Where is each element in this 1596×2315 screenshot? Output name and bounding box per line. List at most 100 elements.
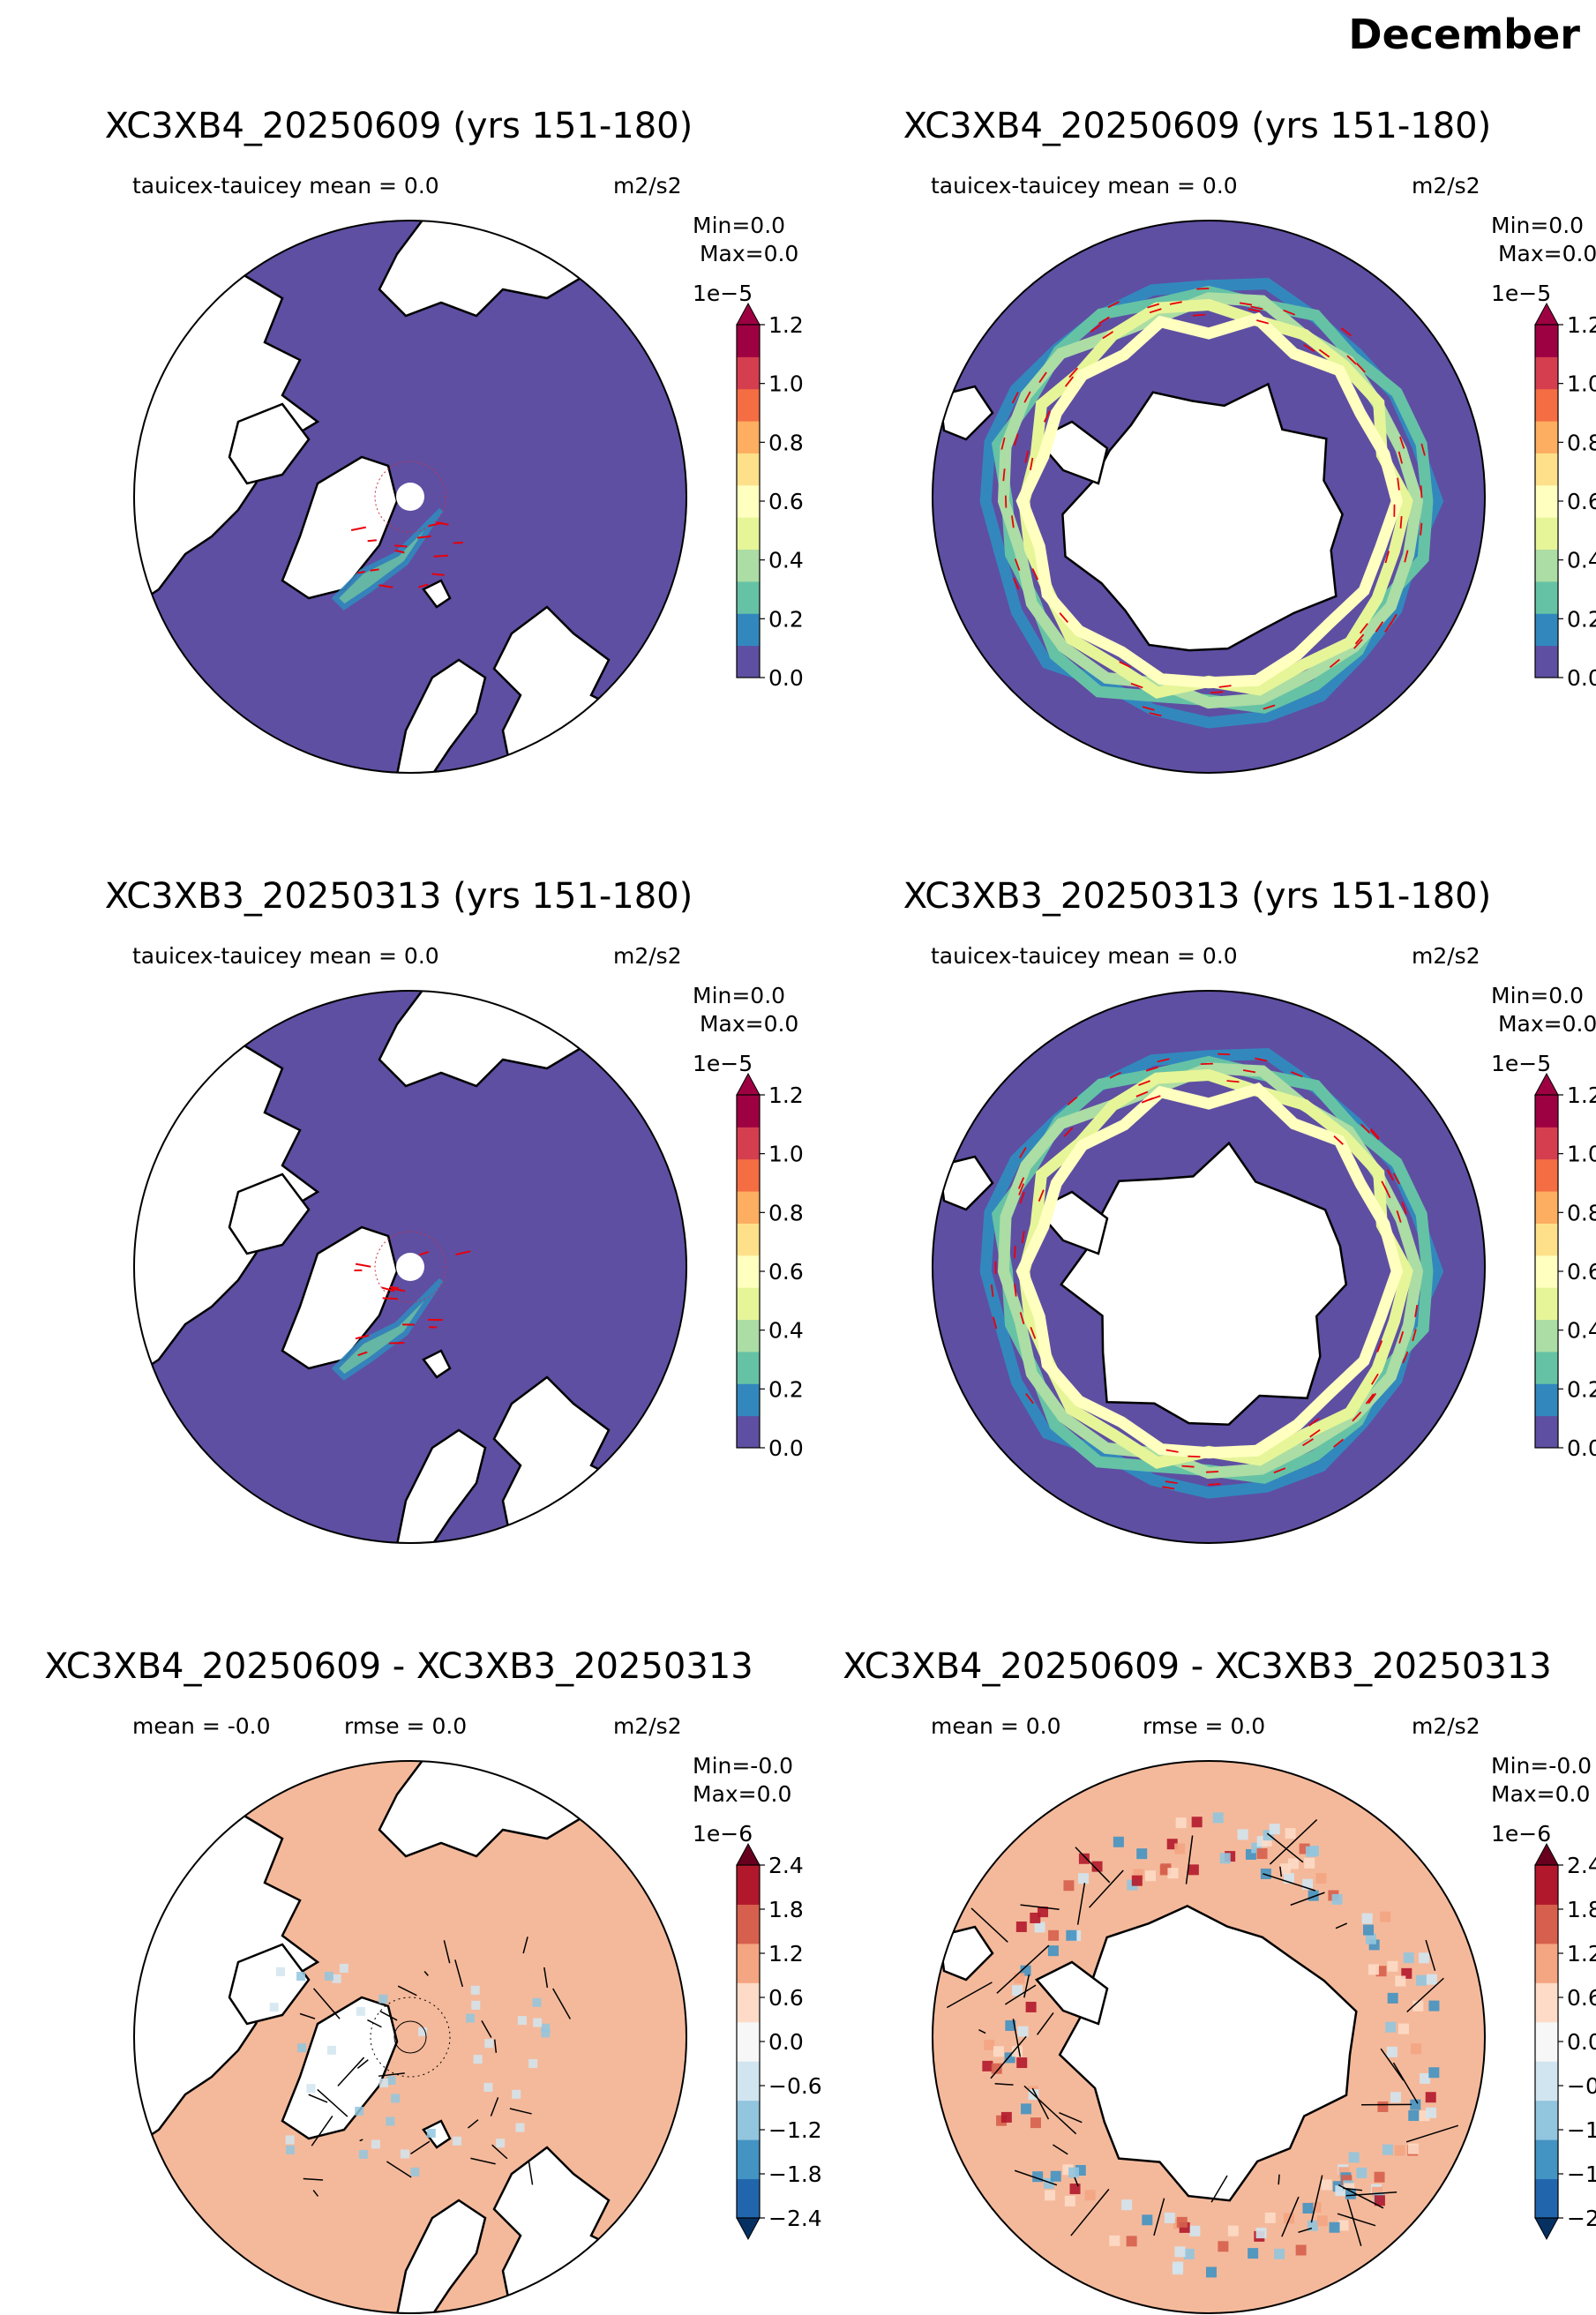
colorbar-tick-label: 0.2: [1567, 1376, 1596, 1402]
colorbar-segment: [737, 2061, 760, 2101]
difference-cell: [1238, 1829, 1248, 1839]
colorbar-segment: [1535, 581, 1558, 614]
colorbar-segment: [1535, 1352, 1558, 1384]
colorbar-segment: [1535, 1255, 1558, 1288]
difference-cell: [378, 1995, 387, 2004]
difference-cell: [371, 2139, 380, 2148]
difference-cell: [1363, 1925, 1374, 1936]
difference-cell: [286, 2135, 295, 2144]
difference-cell: [1045, 2190, 1055, 2200]
difference-cell: [1248, 2248, 1258, 2259]
difference-cell: [1068, 2168, 1079, 2178]
difference-cell: [1408, 2144, 1419, 2154]
colorbar-extend-min: [1535, 2218, 1558, 2239]
difference-cell: [1388, 1993, 1398, 2004]
difference-cell: [1261, 1869, 1271, 1879]
difference-cell: [496, 2139, 505, 2147]
colorbar-tick-label: 0.4: [1567, 1318, 1596, 1344]
difference-cell: [1184, 2249, 1195, 2259]
difference-cell: [286, 2146, 295, 2154]
antarctic-polar-map: [931, 219, 1487, 775]
difference-cell: [1174, 1843, 1185, 1854]
difference-cell: [1188, 1864, 1199, 1875]
colorbar-tick-label: 0.4: [1567, 548, 1596, 573]
difference-cell: [1265, 2213, 1276, 2223]
panel-max-label: Max=0.0: [693, 1780, 791, 1809]
difference-cell: [1142, 2214, 1152, 2225]
colorbar-segment: [737, 1095, 760, 1128]
colorbar-segment: [737, 1865, 760, 1905]
difference-cell: [518, 2016, 527, 2025]
panel-4: XC3XB3_20250313 (yrs 151-180)tauicex-tau…: [798, 770, 1596, 1540]
panel-min-label: Min=0.0: [1491, 982, 1584, 1010]
panel-units: m2/s2: [1412, 1713, 1480, 1739]
arctic-polar-map: [132, 989, 688, 1545]
colorbar-segment: [1535, 1944, 1558, 1983]
colorbar-segment: [1535, 1095, 1558, 1128]
colorbar-tick-label: 1.2: [1567, 1941, 1596, 1967]
panel-subtitle-left: tauicex-tauicey mean = 0.0: [132, 173, 439, 199]
panel-2: XC3XB4_20250609 (yrs 151-180)tauicex-tau…: [798, 0, 1596, 770]
difference-cell: [379, 2079, 388, 2087]
colorbar-segment: [737, 485, 760, 518]
colorbar-extend-max: [737, 1844, 760, 1865]
colorbar-segment: [1535, 1159, 1558, 1192]
difference-cell: [1420, 2073, 1430, 2084]
colorbar-segment: [1535, 2179, 1558, 2219]
panel-units: m2/s2: [613, 943, 682, 969]
colorbar-tick-label: 0.0: [1567, 1435, 1596, 1461]
difference-cell: [1228, 2226, 1239, 2236]
colorbar-segment: [737, 581, 760, 614]
colorbar-extend-max: [737, 1074, 760, 1095]
difference-vector: [1278, 2175, 1279, 2184]
difference-cell: [1428, 2001, 1439, 2012]
difference-cell: [391, 2094, 400, 2102]
antarctic-polar-map: [931, 1759, 1487, 2315]
panel-subtitle-mid: rmse = 0.0: [1143, 1713, 1265, 1739]
map-svg: [132, 989, 688, 1545]
colorbar-segment: [737, 453, 760, 485]
difference-cell: [533, 2019, 542, 2027]
colorbar: −2.4−1.8−1.2−0.60.00.61.21.82.4: [1535, 1840, 1596, 2255]
difference-cell: [1304, 1858, 1315, 1869]
panel-max-label: Max=0.0: [1491, 1010, 1596, 1038]
panel-subtitle-left: tauicex-tauicey mean = 0.0: [931, 943, 1238, 969]
colorbar-extend-max: [1535, 1844, 1558, 1865]
difference-cell: [1408, 2110, 1419, 2121]
stress-vector: [390, 1287, 399, 1288]
colorbar-segment: [1535, 1127, 1558, 1159]
colorbar-segment: [737, 1287, 760, 1320]
panel-3: XC3XB3_20250313 (yrs 151-180)tauicex-tau…: [0, 770, 798, 1540]
colorbar-tick-label: 2.4: [1567, 1853, 1596, 1878]
difference-cell: [1079, 1854, 1090, 1864]
difference-cell: [1356, 2168, 1367, 2178]
difference-cell: [1051, 2171, 1061, 2182]
stress-vector: [1210, 692, 1223, 693]
panel-subtitle-mid: rmse = 0.0: [344, 1713, 467, 1739]
difference-cell: [1016, 1922, 1027, 1932]
panel-title: XC3XB4_20250609 - XC3XB3_20250313: [0, 1646, 798, 1687]
colorbar-segment: [737, 1352, 760, 1384]
difference-cell: [327, 2046, 336, 2055]
difference-cell: [1078, 1873, 1089, 1884]
colorbar-extend-max: [1535, 1074, 1558, 1095]
colorbar-segment: [1535, 356, 1558, 389]
colorbar-segment: [1535, 1320, 1558, 1352]
difference-cell: [466, 2014, 475, 2023]
difference-cell: [325, 1972, 333, 1981]
panel-units: m2/s2: [1412, 943, 1480, 969]
panel-min-label: Min=0.0: [693, 982, 785, 1010]
difference-cell: [296, 1972, 305, 1981]
panel-min-label: Min=0.0: [1491, 212, 1584, 240]
difference-cell: [1177, 2217, 1188, 2228]
difference-cell: [1270, 1824, 1280, 1834]
difference-cell: [1256, 2228, 1267, 2238]
panel-min-label: Min=-0.0: [693, 1752, 793, 1780]
difference-cell: [1377, 2101, 1388, 2112]
stress-vector: [1208, 1484, 1220, 1485]
stress-vector: [1182, 1466, 1195, 1467]
difference-cell: [1387, 2047, 1397, 2057]
difference-cell: [1145, 1870, 1156, 1881]
